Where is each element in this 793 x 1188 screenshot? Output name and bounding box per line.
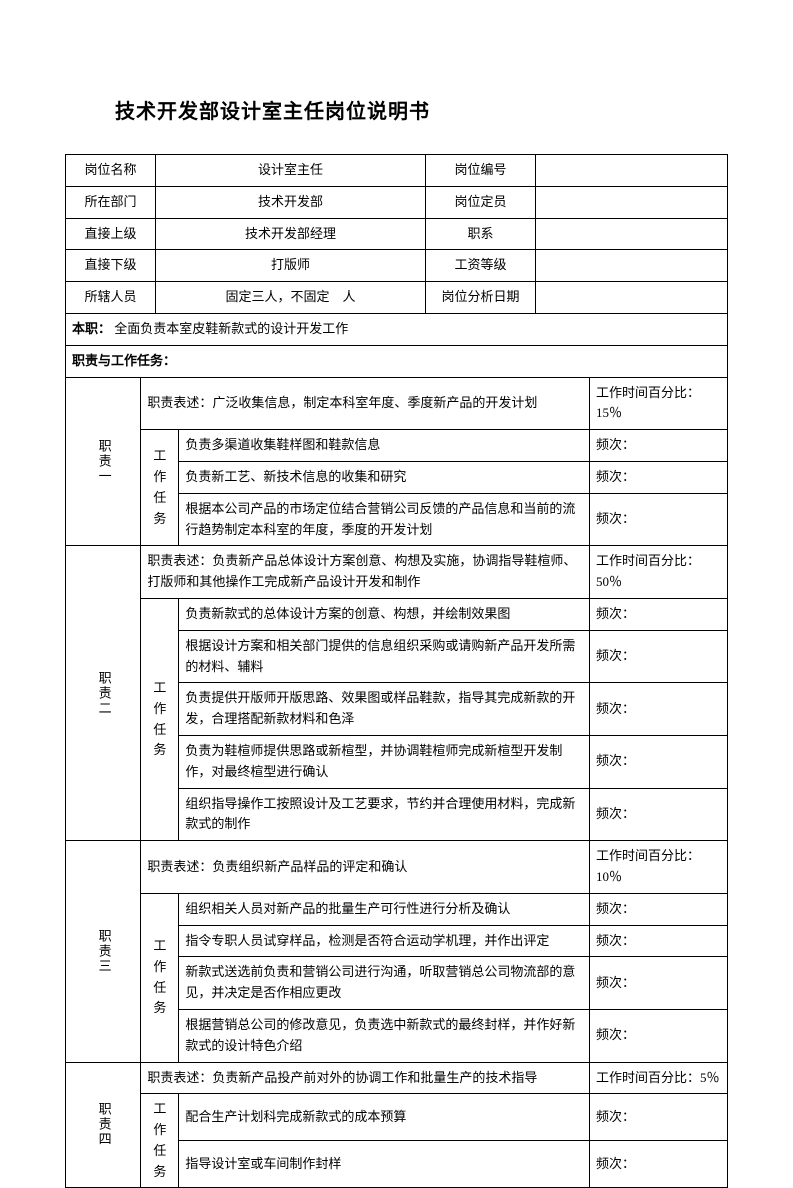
header-label: 所在部门	[66, 186, 156, 218]
task-desc: 指令专职人员试穿样品，检测是否符合运动学机理，并作出评定	[179, 925, 590, 957]
header-label: 岗位分析日期	[426, 282, 536, 314]
header-value	[536, 282, 728, 314]
task-freq: 频次：	[590, 461, 728, 493]
main-job-text: 全面负责本室皮鞋新款式的设计开发工作	[114, 321, 348, 336]
header-value: 打版师	[156, 250, 426, 282]
task-freq: 频次：	[590, 788, 728, 841]
header-label: 直接上级	[66, 218, 156, 250]
header-value: 技术开发部经理	[156, 218, 426, 250]
duties-header: 职责与工作任务：	[66, 346, 728, 377]
task-label: 工作任务	[141, 598, 179, 840]
task-desc: 负责多渠道收集鞋样图和鞋款信息	[179, 430, 590, 462]
duty-time: 工作时间百分比：5％	[590, 1062, 728, 1094]
header-value	[536, 186, 728, 218]
task-desc: 负责新工艺、新技术信息的收集和研究	[179, 461, 590, 493]
task-freq: 频次：	[590, 1009, 728, 1062]
header-value: 技术开发部	[156, 186, 426, 218]
duty-name: 职责一	[66, 378, 141, 546]
task-freq: 频次：	[590, 893, 728, 925]
task-desc: 新款式送选前负责和营销公司进行沟通，听取营销总公司物流部的意见，并决定是否作相应…	[179, 957, 590, 1010]
header-table: 岗位名称设计室主任岗位编号所在部门技术开发部岗位定员直接上级技术开发部经理职系直…	[65, 154, 728, 314]
duty-time: 工作时间百分比：50％	[590, 546, 728, 599]
duty-desc: 职责表述：负责新产品总体设计方案创意、构想及实施，协调指导鞋楦师、打版师和其他操…	[141, 546, 590, 599]
header-label: 直接下级	[66, 250, 156, 282]
task-desc: 负责为鞋楦师提供思路或新楦型，并协调鞋楦师完成新楦型开发制作，对最终楦型进行确认	[179, 735, 590, 788]
task-desc: 负责新款式的总体设计方案的创意、构想，并绘制效果图	[179, 598, 590, 630]
task-label: 工作任务	[141, 1094, 179, 1188]
task-desc: 组织指导操作工按照设计及工艺要求，节约并合理使用材料，完成新款式的制作	[179, 788, 590, 841]
header-label: 所辖人员	[66, 282, 156, 314]
task-desc: 根据设计方案和相关部门提供的信息组织采购或请购新产品开发所需的材料、辅料	[179, 630, 590, 683]
duty-desc: 职责表述：负责组织新产品样品的评定和确认	[141, 841, 590, 894]
task-freq: 频次：	[590, 1094, 728, 1141]
task-desc: 根据营销总公司的修改意见，负责选中新款式的最终封样，并作好新款式的设计特色介绍	[179, 1009, 590, 1062]
header-label: 职系	[426, 218, 536, 250]
main-job-label: 本职：	[72, 321, 111, 336]
duty-desc: 职责表述：广泛收集信息，制定本科室年度、季度新产品的开发计划	[141, 378, 590, 430]
task-desc: 配合生产计划科完成新款式的成本预算	[179, 1094, 590, 1141]
task-freq: 频次：	[590, 683, 728, 736]
duty-desc: 职责表述：负责新产品投产前对外的协调工作和批量生产的技术指导	[141, 1062, 590, 1094]
task-label: 工作任务	[141, 430, 179, 546]
task-desc: 指导设计室或车间制作封样	[179, 1141, 590, 1188]
header-value	[536, 218, 728, 250]
duty-name: 职责四	[66, 1062, 141, 1188]
duty-time: 工作时间百分比：15％	[590, 378, 728, 430]
header-label: 工资等级	[426, 250, 536, 282]
page-title: 技术开发部设计室主任岗位说明书	[115, 95, 728, 124]
duty-name: 职责三	[66, 841, 141, 1062]
duty-name: 职责二	[66, 546, 141, 841]
header-value: 固定三人，不固定 人	[156, 282, 426, 314]
duties-header-section: 职责与工作任务：	[65, 346, 728, 378]
duty-time: 工作时间百分比：10％	[590, 841, 728, 894]
task-freq: 频次：	[590, 630, 728, 683]
header-label: 岗位定员	[426, 186, 536, 218]
task-label: 工作任务	[141, 893, 179, 1062]
task-desc: 根据本公司产品的市场定位结合营销公司反馈的产品信息和当前的流行趋势制定本科室的年…	[179, 493, 590, 546]
header-label: 岗位名称	[66, 155, 156, 187]
header-value	[536, 250, 728, 282]
task-freq: 频次：	[590, 598, 728, 630]
task-freq: 频次：	[590, 430, 728, 462]
task-desc: 组织相关人员对新产品的批量生产可行性进行分析及确认	[179, 893, 590, 925]
duties-table: 职责一职责表述：广泛收集信息，制定本科室年度、季度新产品的开发计划工作时间百分比…	[65, 378, 728, 1188]
main-job-section: 本职： 全面负责本室皮鞋新款式的设计开发工作	[65, 314, 728, 346]
task-freq: 频次：	[590, 1141, 728, 1188]
header-value: 设计室主任	[156, 155, 426, 187]
task-desc: 负责提供开版师开版思路、效果图或样品鞋款，指导其完成新款的开发，合理搭配新款材料…	[179, 683, 590, 736]
header-label: 岗位编号	[426, 155, 536, 187]
task-freq: 频次：	[590, 735, 728, 788]
task-freq: 频次：	[590, 493, 728, 546]
task-freq: 频次：	[590, 957, 728, 1010]
task-freq: 频次：	[590, 925, 728, 957]
header-value	[536, 155, 728, 187]
